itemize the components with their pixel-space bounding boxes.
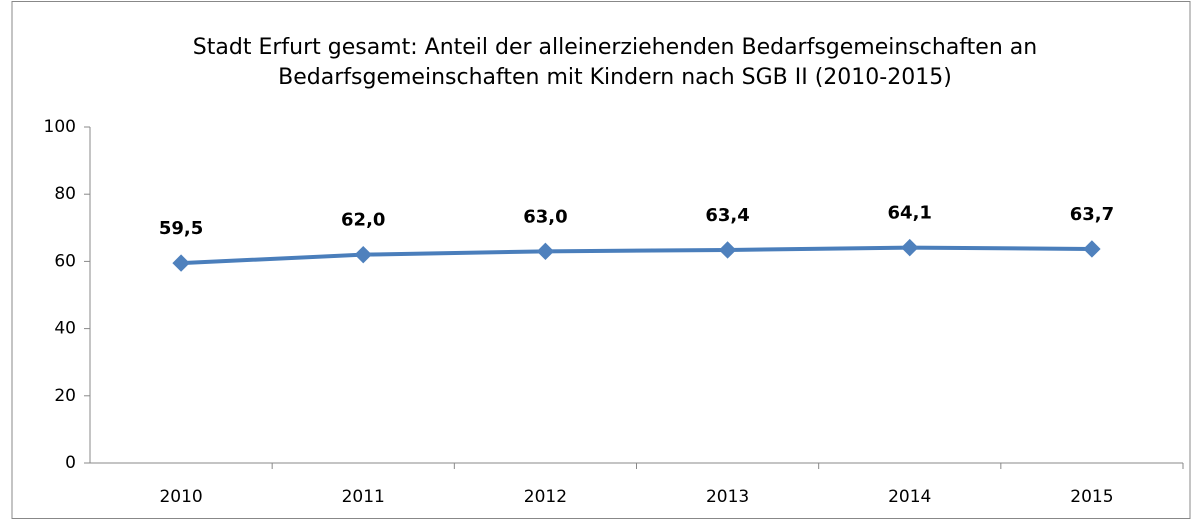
x-tick-label: 2011: [342, 487, 385, 507]
data-label: 59,5: [159, 218, 203, 239]
marker: [172, 254, 190, 272]
y-tick-label: 80: [54, 184, 76, 204]
x-tick-label: 2014: [888, 487, 931, 507]
data-label: 64,1: [888, 203, 932, 224]
data-label: 63,4: [705, 205, 749, 226]
x-tick-label: 2012: [524, 487, 567, 507]
chart-title: Bedarfsgemeinschaften mit Kindern nach S…: [278, 65, 952, 90]
y-tick-label: 100: [44, 117, 76, 137]
y-tick-label: 40: [54, 319, 76, 339]
data-label: 62,0: [341, 210, 385, 231]
chart-title: Stadt Erfurt gesamt: Anteil der alleiner…: [193, 35, 1037, 60]
marker: [354, 245, 372, 264]
x-tick-label: 2013: [706, 487, 749, 507]
marker: [901, 238, 919, 257]
data-label: 63,7: [1070, 204, 1114, 225]
x-tick-label: 2015: [1070, 487, 1113, 507]
line: [180, 245, 1092, 266]
x-tick-label: 2010: [159, 487, 202, 507]
marker: [718, 241, 737, 259]
y-tick-label: 20: [54, 386, 76, 406]
marker: [536, 242, 555, 261]
marker: [1083, 240, 1101, 258]
y-tick-label: 0: [65, 453, 76, 473]
y-tick-label: 60: [54, 251, 76, 271]
data-label: 63,0: [523, 206, 567, 227]
